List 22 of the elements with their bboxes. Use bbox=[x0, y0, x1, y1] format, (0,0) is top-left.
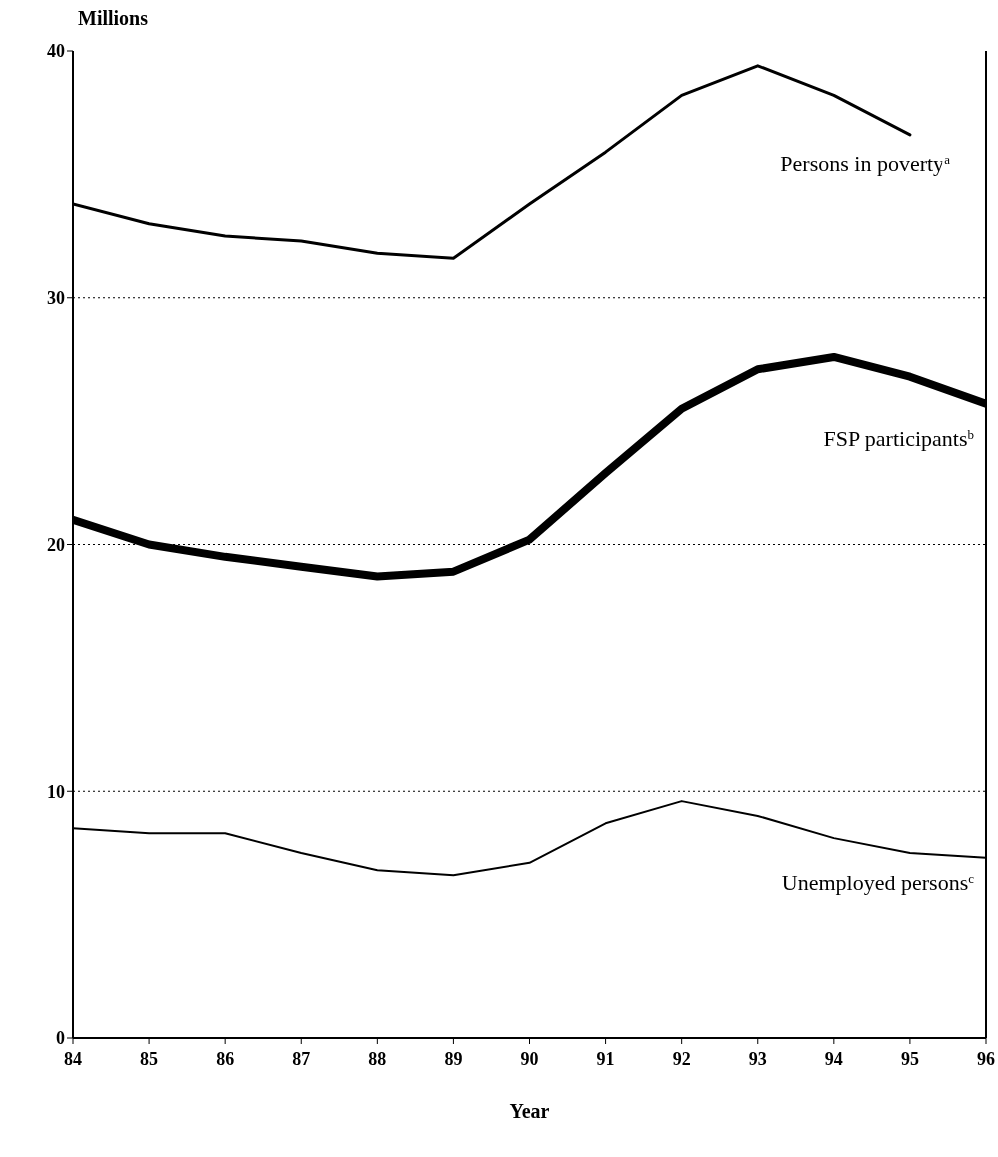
series-label: Unemployed persons$^{c}$ bbox=[781, 869, 975, 895]
x-tick-label: 88 bbox=[368, 1048, 387, 1069]
y-tick-label: 30 bbox=[47, 288, 65, 309]
x-tick-label: 96 bbox=[977, 1048, 995, 1069]
y-tick-label: 10 bbox=[47, 781, 65, 802]
x-tick-label: 89 bbox=[444, 1048, 463, 1069]
y-tick-label: 40 bbox=[47, 41, 65, 62]
y-tick-label: 20 bbox=[47, 534, 65, 555]
x-tick-label: 85 bbox=[140, 1048, 159, 1069]
x-tick-label: 91 bbox=[596, 1048, 615, 1069]
x-tick-label: 84 bbox=[64, 1048, 82, 1069]
y-tick-label: 0 bbox=[56, 1028, 65, 1049]
series-label: FSP participants$^{b}$ bbox=[823, 425, 974, 451]
x-tick-label: 92 bbox=[672, 1048, 691, 1069]
x-tick-label: 95 bbox=[900, 1048, 919, 1069]
x-tick-label: 93 bbox=[748, 1048, 767, 1069]
x-tick-label: 87 bbox=[292, 1048, 311, 1069]
x-tick-label: 90 bbox=[520, 1048, 539, 1069]
y-axis-title: Millions bbox=[78, 7, 149, 30]
x-axis-title: Year bbox=[509, 1100, 550, 1122]
x-tick-label: 86 bbox=[216, 1048, 235, 1069]
x-tick-label: 94 bbox=[824, 1048, 843, 1069]
